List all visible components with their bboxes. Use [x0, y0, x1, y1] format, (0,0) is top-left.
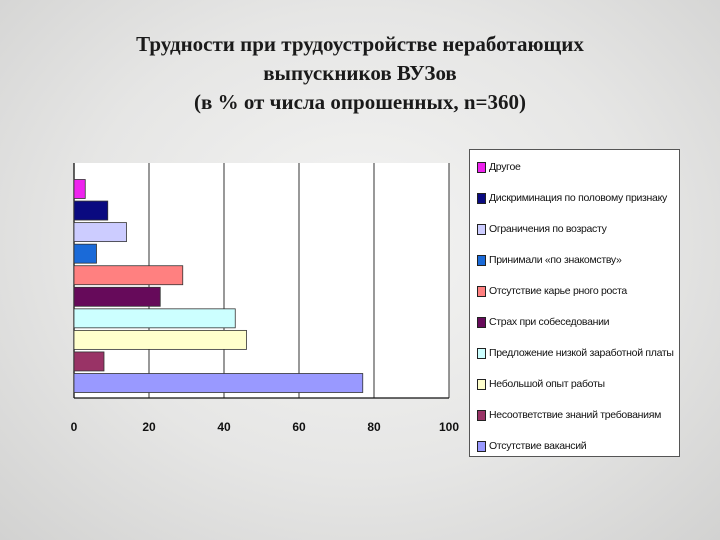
legend-label: Дискриминация по половому признаку [489, 192, 667, 204]
legend-label: Другое [489, 161, 521, 173]
bar-2 [73, 200, 109, 221]
bar-6 [73, 286, 161, 307]
legend-label: Страх при собеседовании [489, 316, 610, 328]
bar-9 [73, 351, 105, 372]
x-tick-label: 80 [367, 420, 381, 434]
legend-label: Ограничения по возрасту [489, 223, 607, 235]
legend-label: Отсутствие карье рного роста [489, 285, 627, 297]
legend-label: Отсутствие вакансий [489, 440, 587, 452]
bar-1 [73, 179, 86, 199]
legend-label: Предложение низкой заработной платы [489, 347, 674, 359]
legend-swatch [477, 440, 486, 452]
bar-10 [73, 373, 364, 393]
legend-item: Дискриминация по половому признаку [477, 191, 667, 205]
title-line-2: выпускников ВУЗов [263, 61, 457, 85]
bar-7 [73, 308, 236, 329]
chart-legend: Другое Дискриминация по половому признаку… [469, 149, 680, 457]
legend-item: Небольшой опыт работы [477, 377, 605, 391]
title-line-1: Трудности при трудоустройстве неработающ… [136, 32, 584, 56]
legend-swatch [477, 223, 486, 235]
legend-item: Другое [477, 160, 521, 174]
legend-label: Принимали «по знакомству» [489, 254, 622, 266]
legend-swatch [477, 316, 486, 328]
legend-item: Отсутствие карье рного роста [477, 284, 627, 298]
legend-swatch [477, 378, 486, 390]
x-tick-label: 100 [439, 420, 459, 434]
title-line-3: (в % от числа опрошенных, n=360) [194, 90, 526, 114]
x-tick-label: 60 [292, 420, 306, 434]
legend-swatch [477, 409, 486, 421]
legend-item: Ограничения по возрасту [477, 222, 607, 236]
bar-5 [73, 265, 184, 286]
legend-item: Страх при собеседовании [477, 315, 610, 329]
legend-item: Принимали «по знакомству» [477, 253, 622, 267]
bar-8 [73, 329, 247, 350]
legend-swatch [477, 254, 486, 266]
legend-item: Отсутствие вакансий [477, 439, 587, 453]
legend-swatch [477, 161, 486, 173]
legend-label: Несоответствие знаний требованиям [489, 409, 662, 421]
x-tick-label: 40 [217, 420, 231, 434]
chart-title: Трудности при трудоустройстве неработающ… [0, 30, 720, 117]
legend-swatch [477, 192, 486, 204]
legend-label: Небольшой опыт работы [489, 378, 605, 390]
legend-swatch [477, 285, 486, 297]
legend-item: Несоответствие знаний требованиям [477, 408, 661, 422]
x-tick-label: 20 [142, 420, 156, 434]
legend-item: Предложение низкой заработной платы [477, 346, 674, 360]
bar-4 [73, 243, 97, 264]
bar-3 [73, 222, 127, 243]
legend-swatch [477, 347, 486, 359]
x-tick-label: 0 [71, 420, 78, 434]
